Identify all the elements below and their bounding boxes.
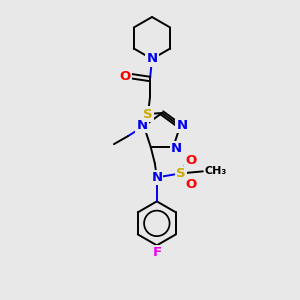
Text: O: O	[185, 154, 196, 167]
Text: CH₃: CH₃	[205, 167, 227, 176]
Text: N: N	[146, 52, 158, 65]
Text: N: N	[136, 118, 148, 132]
Text: S: S	[143, 107, 153, 121]
Text: S: S	[143, 107, 153, 121]
Text: O: O	[185, 178, 196, 191]
Text: F: F	[152, 246, 161, 259]
Text: N: N	[171, 142, 182, 155]
Text: O: O	[119, 70, 130, 83]
Text: S: S	[176, 167, 186, 180]
Text: N: N	[176, 118, 188, 132]
Text: N: N	[151, 171, 162, 184]
